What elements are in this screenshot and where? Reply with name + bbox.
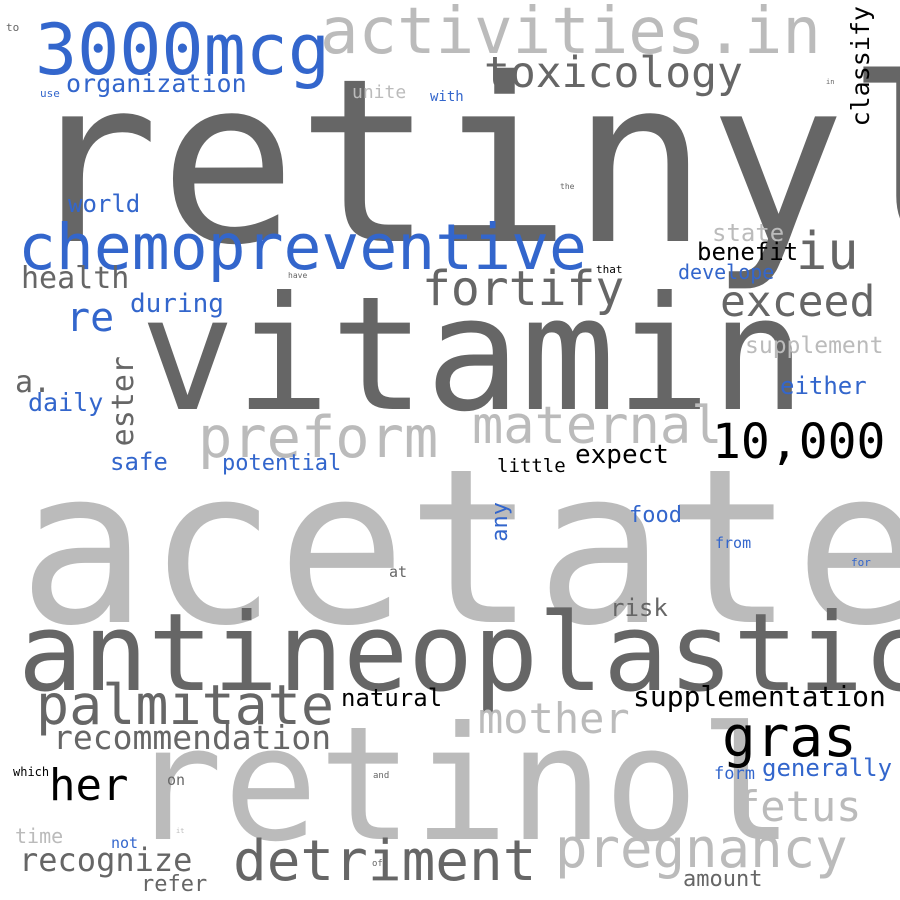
word-chemopreventive: chemopreventive bbox=[18, 211, 587, 284]
word-which: which bbox=[13, 765, 50, 779]
word-organization: organization bbox=[66, 69, 247, 98]
word-and: and bbox=[373, 771, 390, 781]
word-either: either bbox=[780, 372, 867, 400]
word-little: little bbox=[497, 455, 566, 477]
word-natural: natural bbox=[341, 684, 443, 712]
word-amount: amount bbox=[683, 867, 763, 892]
word-during: during bbox=[130, 289, 224, 319]
word-for: for bbox=[851, 556, 871, 569]
word-generally: generally bbox=[762, 754, 893, 782]
word-preform: preform bbox=[198, 405, 439, 471]
word-pregnancy: pregnancy bbox=[555, 817, 848, 880]
word-food: food bbox=[629, 503, 682, 528]
word-refer: refer bbox=[141, 872, 208, 897]
word-detriment: detriment bbox=[233, 829, 537, 894]
word-daily: daily bbox=[28, 388, 104, 417]
word-with: with bbox=[430, 89, 464, 105]
word-toxicology: toxicology bbox=[484, 48, 743, 98]
word-that: that bbox=[596, 263, 623, 276]
word-recommendation: recommendation bbox=[53, 718, 332, 757]
word-have: have bbox=[288, 271, 308, 280]
word-benefit: benefit bbox=[697, 238, 799, 266]
word-to: to bbox=[6, 21, 20, 34]
word-retinyl: retinyl bbox=[22, 29, 900, 295]
word-fortify: fortify bbox=[422, 261, 625, 317]
word-palmitate: palmitate bbox=[36, 673, 335, 737]
word-risk: risk bbox=[610, 594, 668, 622]
word-exceed: exceed bbox=[720, 277, 876, 327]
word-retinol: retinol bbox=[128, 693, 794, 877]
word-classify: classify bbox=[846, 6, 875, 127]
word-any: any bbox=[488, 502, 513, 542]
word-fetus: fetus bbox=[735, 782, 862, 831]
word-gras: gras bbox=[722, 705, 857, 770]
word-time: time bbox=[15, 824, 64, 848]
word-of: of bbox=[372, 859, 383, 869]
word-expect: expect bbox=[575, 440, 669, 470]
word-re: re bbox=[66, 295, 115, 341]
word-not: not bbox=[111, 834, 139, 852]
word-supplementation: supplementation bbox=[633, 680, 886, 713]
word-3000mcg: 3000mcg bbox=[35, 9, 331, 91]
word-mother: mother bbox=[478, 694, 630, 743]
word-from: from bbox=[715, 534, 752, 552]
word-develope: develope bbox=[678, 260, 775, 284]
word-unite: unite bbox=[352, 82, 407, 103]
word-iu: iu bbox=[796, 222, 859, 282]
word-potential: potential bbox=[222, 451, 342, 476]
word-a: a. bbox=[15, 365, 52, 400]
word-vitamin: vitamin bbox=[140, 263, 806, 447]
word-at: at bbox=[389, 563, 408, 581]
word-it: it bbox=[176, 827, 185, 835]
word-antineoplastic: antineoplastic bbox=[18, 591, 900, 716]
word-the: the bbox=[560, 182, 575, 191]
word-activities-in: activities.in bbox=[320, 0, 821, 69]
word-recognize: recognize bbox=[19, 841, 193, 879]
word-ester: ester bbox=[106, 356, 141, 447]
word-her: her bbox=[49, 760, 129, 811]
word-safe: safe bbox=[110, 448, 168, 476]
word-maternal: maternal bbox=[472, 396, 723, 456]
word-10000: 10,000 bbox=[712, 414, 886, 470]
word-in-small: in bbox=[826, 78, 835, 86]
word-on: on bbox=[167, 771, 186, 789]
word-health: health bbox=[21, 261, 130, 296]
word-form: form bbox=[714, 764, 755, 784]
word-state: state bbox=[712, 219, 785, 247]
word-acetate: acetate bbox=[18, 422, 900, 673]
word-world: world bbox=[68, 190, 141, 218]
word-use: use bbox=[40, 87, 60, 100]
word-supplement: supplement bbox=[745, 333, 884, 359]
